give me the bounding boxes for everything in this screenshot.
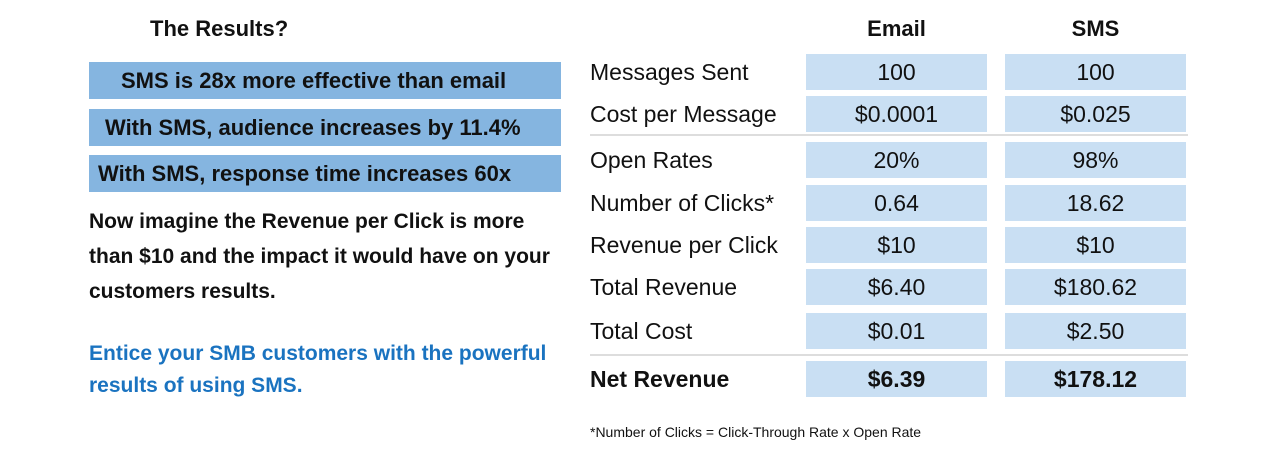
stat-banner: With SMS, audience increases by 11.4% [89, 109, 561, 146]
stat-banner: With SMS, response time increases 60x [89, 155, 561, 192]
sms-value: 98% [1005, 142, 1186, 178]
sms-value: $10 [1005, 227, 1186, 263]
email-value: 20% [806, 142, 987, 178]
sms-value: $180.62 [1005, 269, 1186, 305]
email-value: $6.40 [806, 269, 987, 305]
divider [590, 354, 1188, 356]
email-value: $6.39 [806, 361, 987, 397]
email-value: $0.0001 [806, 96, 987, 132]
email-value: $0.01 [806, 313, 987, 349]
email-value: $10 [806, 227, 987, 263]
email-value: 100 [806, 54, 987, 90]
row-label: Total Cost [590, 318, 693, 344]
cta-text: Entice your SMB customers with the power… [89, 342, 547, 397]
footnote: *Number of Clicks = Click-Through Rate x… [590, 424, 922, 440]
divider [590, 134, 1188, 136]
sms-value: $2.50 [1005, 313, 1186, 349]
row-label: Net Revenue [590, 366, 730, 392]
row-label: Messages Sent [590, 59, 749, 85]
row-label: Cost per Message [590, 101, 777, 127]
header-sms: SMS [1071, 16, 1120, 41]
row-label: Revenue per Click [590, 232, 778, 258]
sms-value: 18.62 [1005, 185, 1186, 221]
row-label: Number of Clicks* [590, 190, 775, 216]
sms-value: $178.12 [1005, 361, 1186, 397]
row-label: Open Rates [590, 147, 713, 173]
row-label: Total Revenue [590, 274, 738, 300]
stat-banner: SMS is 28x more effective than email [89, 62, 561, 99]
header-email: Email [867, 16, 926, 41]
revenue-paragraph: Now imagine the Revenue per Click is mor… [89, 210, 550, 303]
sms-value: $0.025 [1005, 96, 1186, 132]
results-title: The Results? [150, 16, 289, 41]
email-value: 0.64 [806, 185, 987, 221]
sms-value: 100 [1005, 54, 1186, 90]
